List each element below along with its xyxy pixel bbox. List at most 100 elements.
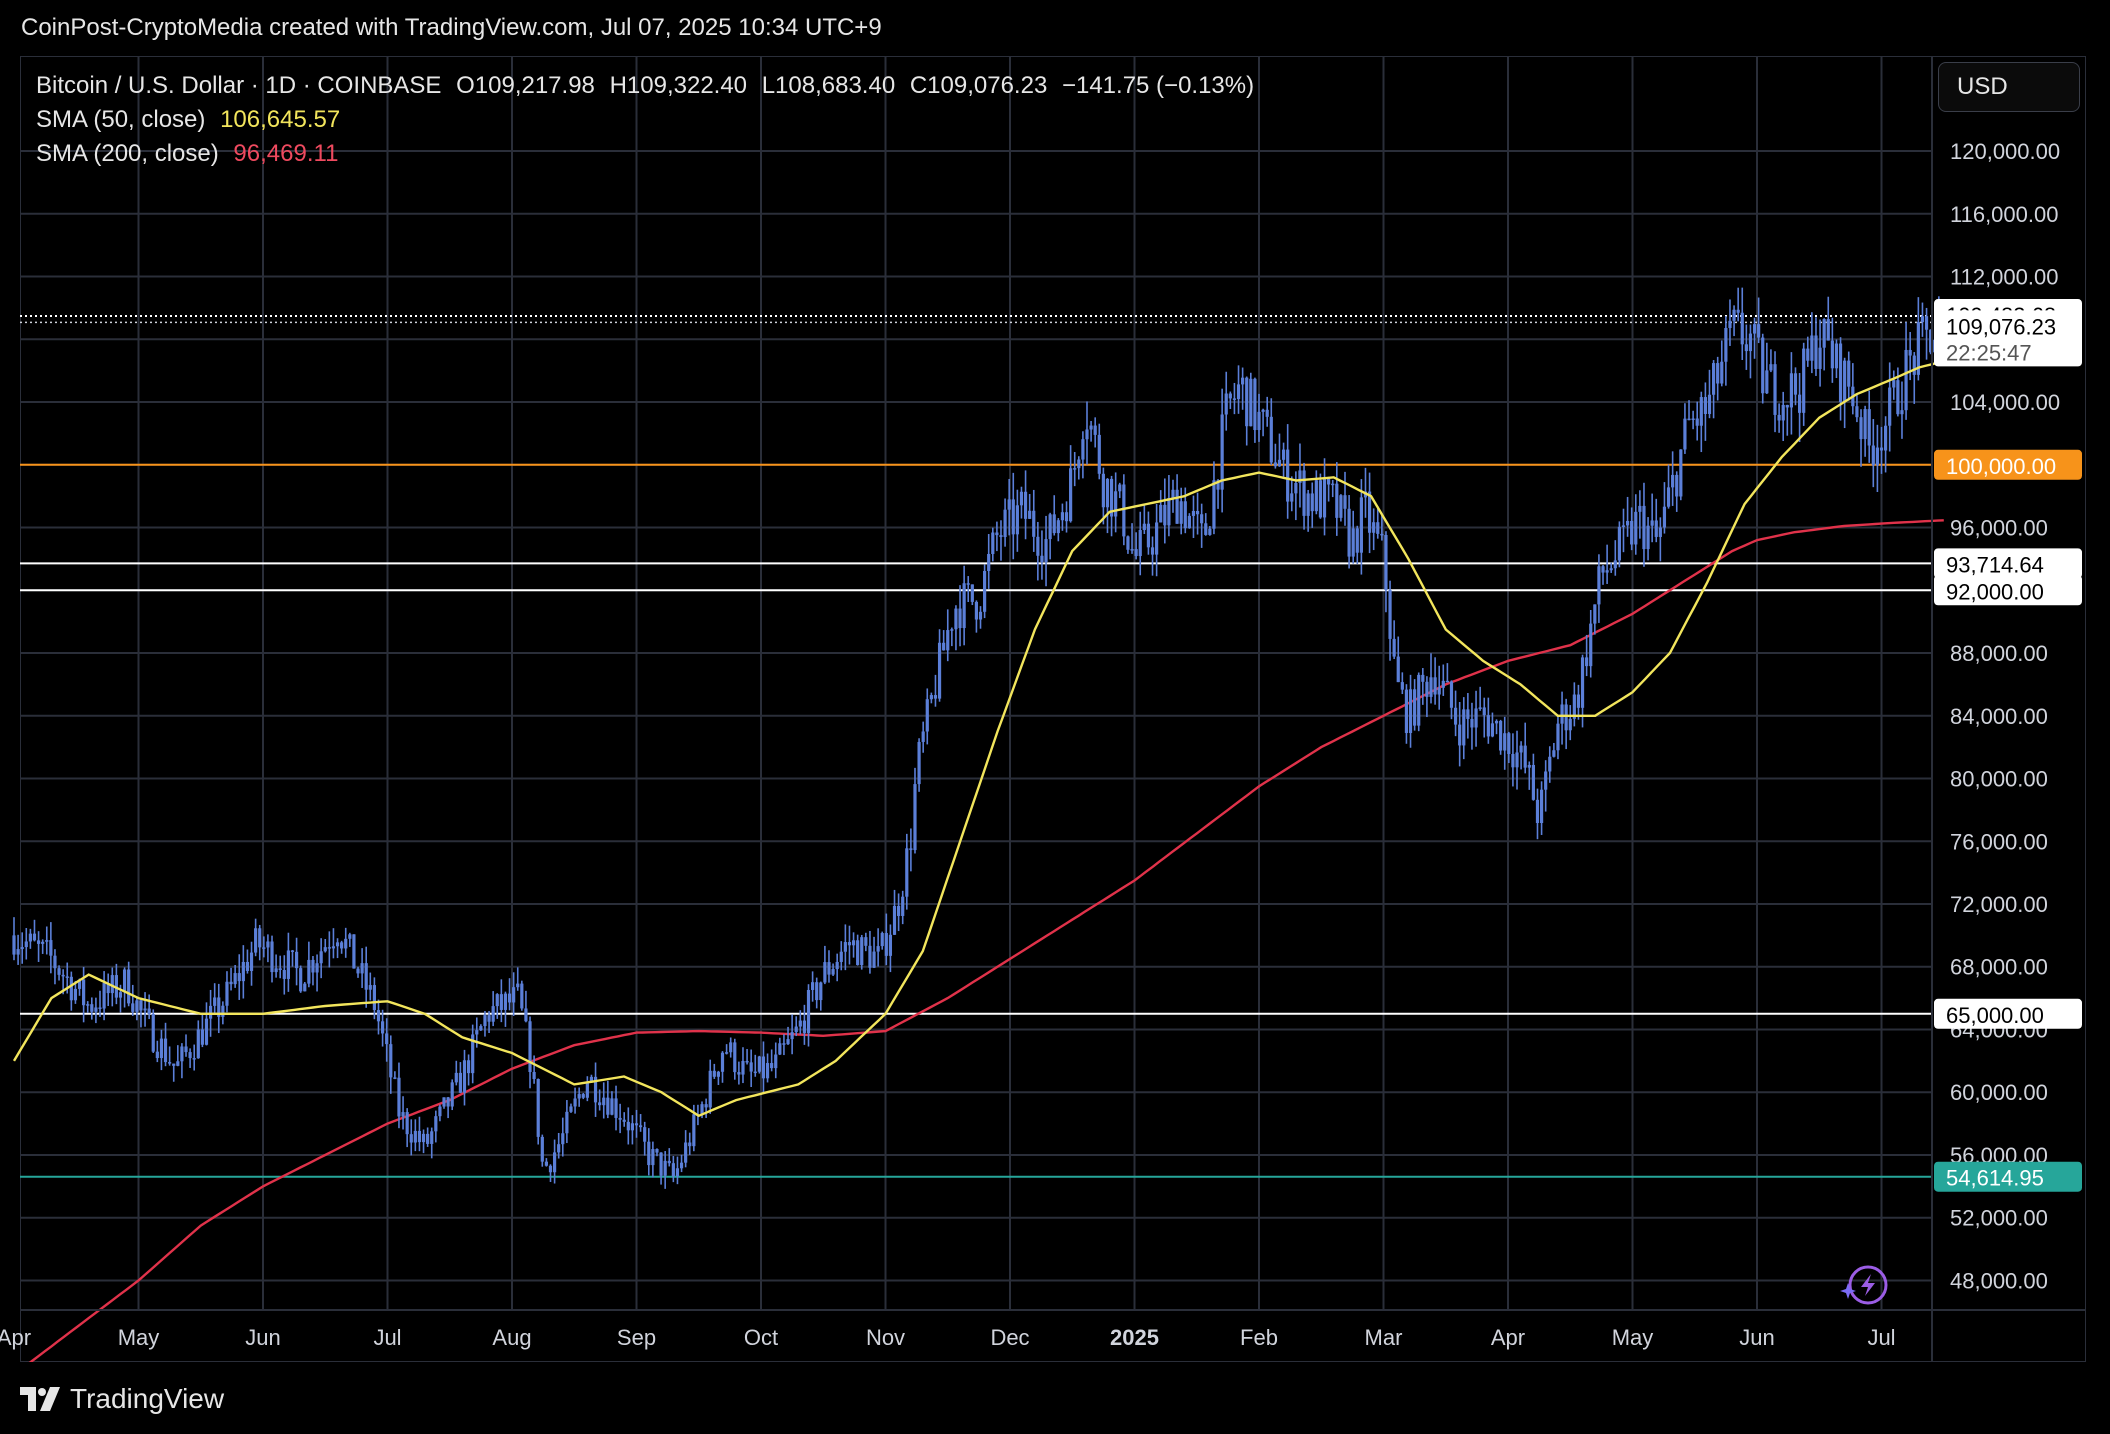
candle-body — [950, 629, 954, 631]
candle-body — [1605, 570, 1609, 573]
candle-body — [1273, 462, 1277, 467]
candle-body — [1503, 733, 1507, 751]
candle-body — [737, 1072, 741, 1075]
candle-body — [348, 934, 352, 939]
candle-body — [221, 1005, 225, 1017]
candle — [180, 1043, 184, 1079]
candle — [782, 1034, 786, 1056]
price-chart[interactable]: 120,000.00116,000.00112,000.00108,000.00… — [0, 0, 2110, 1362]
candle-body — [872, 951, 876, 968]
currency-button[interactable]: USD — [1938, 62, 2080, 112]
candle-body — [237, 973, 241, 982]
level-price-pill: 93,714.64 — [1934, 548, 2082, 579]
price-tick-label: 68,000.00 — [1950, 955, 2048, 980]
candle — [1019, 486, 1024, 519]
candle — [1257, 393, 1261, 442]
candle-body — [815, 982, 819, 1001]
candle — [82, 966, 86, 1023]
candle — [1007, 478, 1011, 536]
candle-body — [557, 1144, 561, 1153]
candle-body — [458, 1072, 462, 1093]
candle — [790, 1014, 794, 1055]
tradingview-logo[interactable]: TradingView — [20, 1383, 224, 1415]
candle-body — [1748, 333, 1753, 352]
candle-body — [524, 1008, 528, 1022]
time-axis[interactable]: Apr May Jun Jul Aug Sep Oct Nov Dec 2025 Feb Mar Apr… — [0, 1325, 1896, 1350]
candle — [1171, 479, 1175, 513]
candle — [872, 936, 876, 969]
candle — [1179, 487, 1183, 535]
candle-body — [643, 1127, 647, 1142]
candle — [843, 924, 847, 971]
candle-body — [577, 1094, 581, 1099]
candle-body — [593, 1076, 598, 1103]
time-tick-label: Nov — [866, 1325, 905, 1350]
price-tick-label: 84,000.00 — [1950, 704, 2048, 729]
candle — [864, 932, 868, 952]
candle-body — [1834, 343, 1839, 369]
candle-body — [933, 695, 938, 699]
candle-body — [1171, 489, 1175, 498]
candle — [950, 627, 954, 647]
candle — [90, 997, 94, 1020]
candle-body — [315, 963, 319, 973]
candle-body — [843, 942, 847, 952]
candle-body — [45, 940, 49, 942]
candle — [303, 982, 307, 992]
price-tick-label: 104,000.00 — [1950, 390, 2060, 415]
candle-body — [442, 1097, 446, 1107]
candle — [1195, 492, 1200, 535]
candle-body — [1179, 501, 1183, 524]
candle — [1797, 373, 1802, 443]
level-price-pill-bg — [1934, 449, 2082, 480]
time-tick-label: May — [118, 1325, 160, 1350]
candle — [200, 1012, 204, 1048]
last-price-pill-bg — [1934, 310, 2082, 367]
candle-body — [1785, 404, 1789, 408]
candle — [1413, 679, 1417, 731]
candle — [688, 1132, 692, 1155]
lightning-icon[interactable] — [1840, 1265, 1888, 1305]
candle-body — [225, 981, 229, 1006]
time-tick-label: Oct — [744, 1325, 778, 1350]
candle-body — [946, 630, 950, 651]
candle-body — [778, 1043, 782, 1055]
price-labels: 109,483.68100,000.0093,714.6492,000.0065… — [1934, 299, 2082, 1192]
candle — [172, 1063, 176, 1082]
candle-body — [1699, 397, 1703, 426]
candle — [1720, 340, 1724, 387]
sma50-legend[interactable]: SMA (50, close) 106,645.57 — [36, 106, 348, 134]
candle — [487, 1011, 491, 1034]
candle-body — [262, 947, 266, 949]
candle-body — [1367, 491, 1372, 533]
candle — [1040, 530, 1044, 580]
candle — [1838, 337, 1843, 421]
candle — [1642, 482, 1646, 567]
candle — [462, 1049, 467, 1106]
candle-body — [1789, 373, 1794, 408]
candle-body — [860, 937, 864, 965]
sma200-legend[interactable]: SMA (200, close) 96,469.11 — [36, 140, 346, 168]
candle-body — [1564, 704, 1568, 731]
candle-body — [1114, 491, 1118, 517]
chart-frame[interactable] — [20, 56, 2086, 1362]
candle-body — [1560, 704, 1564, 724]
candle-body — [729, 1042, 733, 1053]
candle — [1650, 493, 1654, 543]
candle-body — [1384, 534, 1388, 591]
candle — [340, 940, 344, 954]
candle-body — [1064, 512, 1069, 522]
price-tick-label: 80,000.00 — [1950, 767, 2048, 792]
candle-body — [708, 1070, 712, 1108]
candle-body — [536, 1079, 540, 1137]
candle-body — [1429, 677, 1433, 697]
candle-body — [1249, 378, 1253, 427]
candle — [319, 938, 323, 979]
candle-body — [1597, 566, 1601, 605]
candles — [12, 287, 1945, 1189]
candle-body — [692, 1114, 696, 1147]
candle — [1519, 741, 1523, 770]
candle-body — [1892, 380, 1896, 388]
candle-body — [548, 1165, 553, 1173]
